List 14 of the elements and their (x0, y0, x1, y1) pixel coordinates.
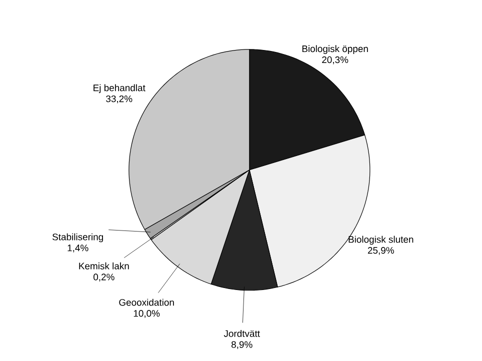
slice-label: Stabilisering (52, 233, 103, 242)
slice-label: Biologisk öppen (302, 45, 368, 54)
data-label: 8,9% (231, 341, 252, 350)
data-label: 33,2% (106, 96, 132, 104)
data-label: 10,0% (134, 310, 160, 318)
slice-label: Jordtvätt (224, 330, 260, 337)
data-label: 0,2% (94, 274, 114, 282)
slice-label: Geooxidation (119, 298, 174, 306)
data-label: 1,4% (68, 244, 88, 252)
slice-label: Kemisk lakn (79, 262, 129, 270)
slice-label: Ej behandlat (94, 84, 146, 94)
slice-label: Biologisk sluten (348, 236, 414, 245)
data-label: 20,3% (322, 56, 348, 64)
data-label: 25,9% (368, 247, 394, 255)
